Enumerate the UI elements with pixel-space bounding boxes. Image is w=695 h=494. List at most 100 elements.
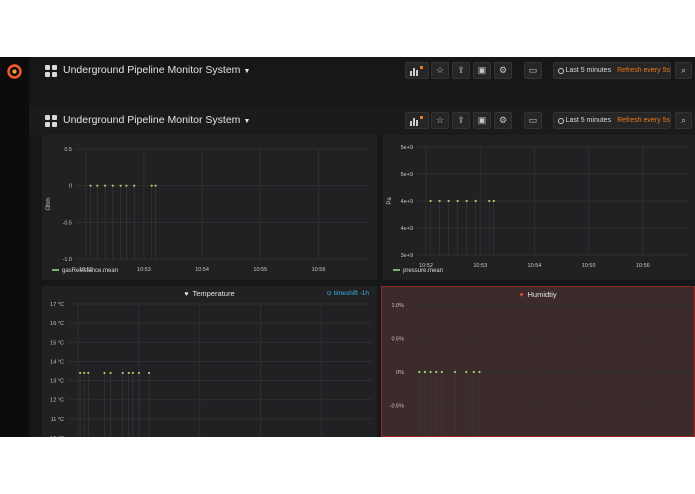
- data-point: [87, 371, 90, 375]
- tv-mode-button[interactable]: ▭: [524, 112, 542, 129]
- data-point: [440, 370, 443, 374]
- data-point: [447, 199, 450, 203]
- data-point: [429, 370, 432, 374]
- data-point: [104, 184, 107, 187]
- y-tick-label: 0.5: [64, 147, 72, 153]
- save-button[interactable]: ▣: [473, 62, 491, 79]
- gas-resistance-chart: 0.5 0 -0.5 -1.0 10:52 10:53 10:54 10:55 10:56 Ohm: [46, 147, 367, 273]
- data-point: [465, 199, 468, 203]
- data-point: [150, 184, 153, 187]
- clock-icon: [558, 67, 564, 74]
- data-point: [131, 371, 134, 375]
- y-tick-label: -1.0: [63, 257, 72, 263]
- save-button[interactable]: ▣: [473, 112, 491, 129]
- time-picker[interactable]: Last 5 minutes Refresh every 5s: [553, 112, 671, 129]
- tv-mode-button[interactable]: ▭: [524, 62, 542, 79]
- zoom-out-button[interactable]: ⌕: [675, 62, 692, 79]
- y-tick-label: 16 °C: [50, 321, 64, 327]
- monitor-icon: ▭: [528, 115, 538, 125]
- y-tick-label: 4e+9: [401, 199, 413, 205]
- time-picker[interactable]: Last 5 minutes Refresh every 5s: [553, 62, 671, 79]
- timeshift-label: ⊙ timeshift -1h: [326, 290, 369, 297]
- share-icon: ⇪: [457, 115, 465, 125]
- data-point: [111, 184, 114, 187]
- y-tick-label: 14 °C: [50, 359, 64, 365]
- share-icon: ⇪: [457, 65, 465, 75]
- data-point: [89, 184, 92, 187]
- data-point: [154, 184, 157, 187]
- star-icon: ☆: [435, 115, 445, 125]
- share-button[interactable]: ⇪: [452, 62, 470, 79]
- search-icon: ⌕: [680, 65, 687, 75]
- y-tick-label: 12 °C: [50, 398, 64, 404]
- panel-title-humidity[interactable]: ♥ Humidtiy: [519, 290, 557, 299]
- data-point: [119, 184, 122, 187]
- save-icon: ▣: [477, 115, 487, 125]
- grafana-logo-icon[interactable]: [6, 63, 23, 80]
- panel-title-temperature[interactable]: ♥ Temperature: [184, 289, 235, 298]
- y-tick-label: 0: [69, 184, 72, 190]
- heart-icon: ♥: [519, 292, 524, 299]
- humidity-panel[interactable]: ♥Humidtiy 1.0%0.5%0%-0.5%-1.0%: [381, 286, 695, 437]
- add-panel-button[interactable]: [405, 62, 429, 79]
- settings-button[interactable]: ⚙: [494, 112, 512, 129]
- zoom-out-button[interactable]: ⌕: [675, 112, 692, 129]
- humidity-chart: 1.0%0.5%0%-0.5%-1.0%: [390, 303, 690, 436]
- y-tick-label: -0.5%: [390, 404, 404, 410]
- y-tick-label: 15 °C: [50, 340, 64, 346]
- data-point: [121, 371, 124, 375]
- dashboard-title[interactable]: Underground Pipeline Monitor System ▼: [63, 64, 251, 76]
- data-point: [79, 371, 82, 375]
- x-tick-label: 10:54: [195, 267, 209, 273]
- x-tick-label: 10:56: [312, 267, 326, 273]
- data-point: [127, 371, 130, 375]
- data-point: [472, 370, 475, 374]
- data-point: [465, 370, 468, 374]
- gear-icon: ⚙: [498, 115, 508, 125]
- x-tick-label: 10:56: [636, 263, 650, 269]
- pressure-chart: 5e+9 5e+9 4e+9 4e+9 3e+9 10:52 10:53 10:54 10:55…: [387, 145, 688, 269]
- bar-chart-icon: [410, 115, 423, 126]
- y-tick-label: 4e+9: [401, 226, 413, 232]
- data-point: [125, 184, 128, 187]
- dashboard-grid-icon[interactable]: [45, 115, 57, 127]
- data-point: [103, 371, 106, 375]
- legend-pressure[interactable]: pressure.mean: [393, 268, 443, 274]
- star-button[interactable]: ☆: [431, 62, 449, 79]
- y-tick-label: 13 °C: [50, 379, 64, 385]
- data-point: [423, 370, 427, 374]
- bar-chart-icon: [410, 65, 423, 76]
- x-tick-label: 10:52: [79, 267, 93, 273]
- data-point: [418, 370, 421, 374]
- dashboard-grid-icon[interactable]: [45, 65, 57, 77]
- data-point: [147, 371, 151, 375]
- temperature-panel[interactable]: ♥ Temperature ⊙ timeshift -1h 17 °C 16 °C 1…: [42, 286, 377, 437]
- x-tick-label: 10:52: [419, 263, 433, 269]
- dashboard-title[interactable]: Underground Pipeline Monitor System ▼: [63, 114, 251, 126]
- pressure-panel[interactable]: 5e+9 5e+9 4e+9 4e+9 3e+9 10:52 10:53 10:54 10:55…: [383, 135, 695, 280]
- x-tick-label: 10:55: [253, 267, 267, 273]
- data-point: [109, 371, 112, 375]
- settings-button[interactable]: ⚙: [494, 62, 512, 79]
- side-menu: [0, 57, 29, 437]
- x-tick-label: 10:55: [582, 263, 596, 269]
- share-button[interactable]: ⇪: [452, 112, 470, 129]
- navbar-secondary: Underground Pipeline Monitor System ▼ ☆ ⇪…: [29, 107, 695, 135]
- temperature-chart: 17 °C 16 °C 15 °C 14 °C 13 °C 12 °C 11 °C 10 °C: [50, 302, 372, 437]
- data-point: [429, 199, 432, 203]
- star-button[interactable]: ☆: [431, 112, 449, 129]
- data-point: [133, 184, 136, 187]
- y-axis-label: Ohm: [46, 197, 52, 210]
- data-point: [83, 371, 86, 375]
- data-point: [438, 199, 441, 203]
- legend-gas[interactable]: gasResistance.mean: [52, 268, 118, 274]
- y-tick-label: -0.5: [63, 220, 72, 226]
- gas-resistance-panel[interactable]: 0.5 0 -0.5 -1.0 10:52 10:53 10:54 10:55 10:56 Ohm…: [42, 135, 377, 280]
- monitor-icon: ▭: [528, 65, 538, 75]
- star-icon: ☆: [435, 65, 445, 75]
- add-panel-button[interactable]: [405, 112, 429, 129]
- y-tick-label: 10 °C: [50, 436, 64, 437]
- data-point: [137, 371, 141, 375]
- x-tick-label: 10:54: [528, 263, 542, 269]
- clock-icon: ⊙: [326, 290, 332, 297]
